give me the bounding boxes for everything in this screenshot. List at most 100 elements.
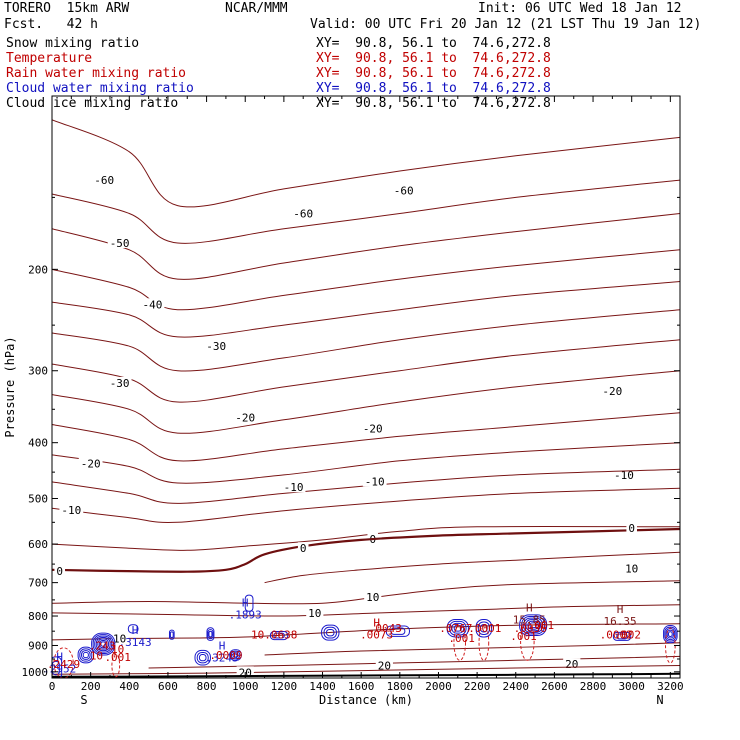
cloud-water-contour <box>127 624 139 634</box>
cloud-water-contour <box>323 626 337 639</box>
cloud-water-contour <box>229 649 242 661</box>
x-tick-label: 1800 <box>387 680 414 693</box>
contour-label: 0 <box>628 522 635 535</box>
contour-label: -10 <box>61 504 81 517</box>
cloud-water-contour <box>198 654 207 662</box>
contour-label: -10 <box>614 469 634 482</box>
y-axis-title: Pressure (hPa) <box>3 336 17 437</box>
cloud-water-contour <box>52 656 63 678</box>
cloud-water-contour <box>97 638 110 650</box>
temperature-contour <box>52 370 680 434</box>
cloud-water-contour <box>529 622 537 629</box>
contour-label: -50 <box>110 237 130 250</box>
contour-label: 0 <box>56 565 63 578</box>
cloud-water-contour <box>207 629 214 640</box>
x-end-label-south: S <box>80 693 87 707</box>
contour-label-bg <box>297 542 309 554</box>
temperature-contour <box>52 339 680 403</box>
temperature-contour <box>264 551 680 584</box>
temperature-contour <box>52 179 680 244</box>
cloud-water-contour <box>665 628 676 641</box>
rain-label: 10 <box>111 643 124 656</box>
contour-label: -30 <box>110 377 130 390</box>
temperature-contour <box>52 580 680 605</box>
max-marker: H <box>526 601 533 614</box>
contour-label: -20 <box>235 412 255 425</box>
contour-label-bg <box>92 174 117 186</box>
rain-label: 10 <box>90 650 103 663</box>
max-marker: H <box>56 650 63 663</box>
y-tick-label: 1000 <box>22 666 49 679</box>
contour-label-bg <box>306 606 324 618</box>
y-tick-label: 600 <box>28 538 48 551</box>
rain-label: .0043 <box>369 622 402 635</box>
cloud-water-contour <box>527 620 539 630</box>
contour-label-bg <box>140 298 165 310</box>
field-xy-range: XY= 90.8, 56.1 to 74.6,272.8 <box>316 96 551 111</box>
cloud-water-contour <box>666 629 674 639</box>
x-tick-label: 2000 <box>425 680 452 693</box>
contour-label-bg <box>236 666 254 678</box>
plot-frame <box>51 95 681 679</box>
temperature-contour <box>52 527 680 573</box>
cloud-water-contour <box>321 624 340 641</box>
x-tick-label: 1000 <box>232 680 259 693</box>
y-tick-label: 700 <box>28 577 48 590</box>
cloud-water-contour <box>269 631 289 641</box>
cloud-water-contour <box>244 594 254 612</box>
x-tick-label: 400 <box>119 680 139 693</box>
x-tick-label: 2200 <box>464 680 491 693</box>
cloud-water-contour <box>98 639 108 649</box>
contour-label: -10 <box>284 481 304 494</box>
temperature-contour <box>52 468 680 504</box>
field-xy-range: XY= 90.8, 56.1 to 74.6,272.8 <box>316 66 551 81</box>
field-xy-range: XY= 90.8, 56.1 to 74.6,272.8 <box>316 81 551 96</box>
rain-label: .001 <box>528 619 555 632</box>
rain-label: 10.0638 <box>251 628 297 641</box>
y-tick-label: 400 <box>28 437 48 450</box>
y-tick-label: 200 <box>28 263 48 276</box>
contour-label: 10 <box>625 563 638 576</box>
cloud-water-contour <box>453 624 462 632</box>
cloud-water-contour <box>664 626 677 642</box>
max-value: .3243 <box>205 652 238 665</box>
temperature-contour <box>52 309 680 372</box>
max-value: 15.85 <box>513 613 546 626</box>
center-name: NCAR/MMM <box>225 1 288 16</box>
contour-label: -60 <box>394 185 414 198</box>
cloud-water-contour <box>206 627 215 641</box>
max-marker: H <box>242 596 249 609</box>
cloud-water-contour <box>81 650 91 660</box>
contour-label: -20 <box>363 423 383 436</box>
contour-label-bg <box>107 376 132 388</box>
temperature-contour <box>52 525 680 551</box>
temperature-contour <box>264 642 680 656</box>
max-value: .2952 <box>43 662 76 675</box>
rain-label: .0002 <box>600 628 633 641</box>
cloud-water-contour <box>92 634 114 655</box>
x-tick-label: 0 <box>49 680 56 693</box>
x-axis-title: Distance (km) <box>319 693 413 707</box>
cloud-water-contour <box>451 622 465 634</box>
rain-water-contour <box>53 647 74 678</box>
cloud-water-contour <box>230 650 241 660</box>
cloud-water-contour <box>525 619 541 632</box>
field-xy-range: XY= 90.8, 56.1 to 74.6,272.8 <box>316 51 551 66</box>
temperature-contour <box>52 623 680 641</box>
temperature-contour <box>52 665 680 675</box>
contour-label-bg <box>623 562 641 574</box>
temperature-contour <box>52 487 680 524</box>
cloud-water-contour <box>326 628 335 637</box>
temperature-contour <box>52 412 680 462</box>
cloud-water-contour <box>390 627 406 635</box>
cloud-water-contour <box>100 641 107 647</box>
max-marker: H <box>373 617 380 630</box>
x-tick-label: 2800 <box>580 680 607 693</box>
contour-label-bg <box>375 659 393 671</box>
contour-label: 0 <box>300 542 307 555</box>
max-marker: H <box>617 603 624 616</box>
field-label: Rain water mixing ratio <box>6 66 187 81</box>
rain-label: .001 <box>104 651 131 664</box>
contour-label-bg <box>59 504 84 516</box>
